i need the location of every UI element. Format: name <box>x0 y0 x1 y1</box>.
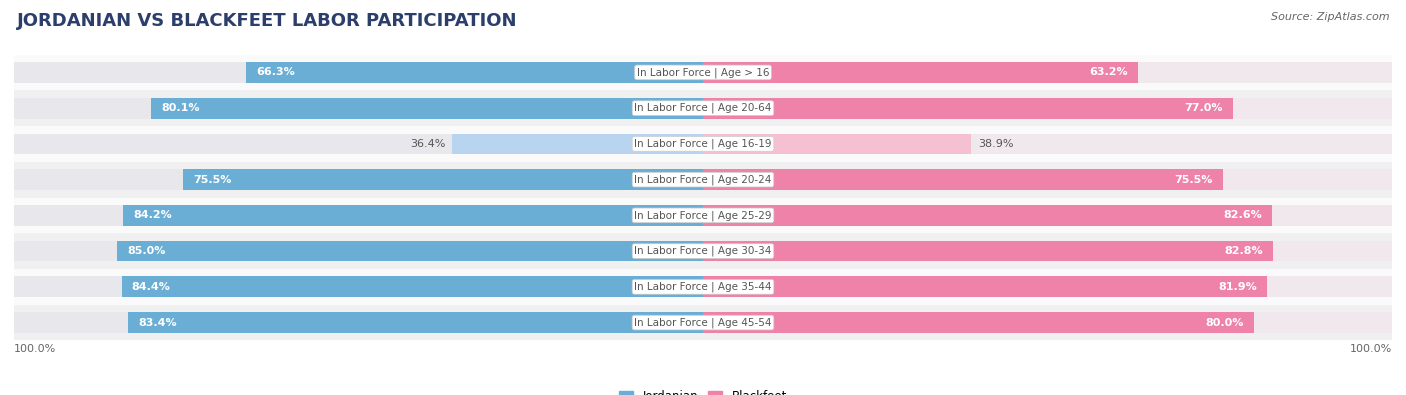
Bar <box>14 205 703 226</box>
Bar <box>14 134 703 154</box>
Text: 83.4%: 83.4% <box>139 318 177 327</box>
Text: 66.3%: 66.3% <box>256 68 295 77</box>
Text: 36.4%: 36.4% <box>411 139 446 149</box>
Text: 100.0%: 100.0% <box>1350 344 1392 354</box>
Bar <box>14 98 703 118</box>
Bar <box>183 169 703 190</box>
Text: 63.2%: 63.2% <box>1090 68 1128 77</box>
Bar <box>14 198 1392 233</box>
Text: 84.4%: 84.4% <box>132 282 170 292</box>
Bar <box>14 269 1392 305</box>
Bar <box>703 169 1392 190</box>
Bar <box>703 276 1392 297</box>
Bar <box>152 98 703 118</box>
Text: In Labor Force | Age 30-34: In Labor Force | Age 30-34 <box>634 246 772 256</box>
Bar <box>14 62 703 83</box>
Bar <box>703 98 1392 118</box>
Text: 85.0%: 85.0% <box>128 246 166 256</box>
Bar <box>703 276 1267 297</box>
Bar <box>703 205 1272 226</box>
Bar <box>703 134 972 154</box>
Text: 100.0%: 100.0% <box>14 344 56 354</box>
Bar <box>14 90 1392 126</box>
Bar <box>703 169 1223 190</box>
Bar <box>703 312 1254 333</box>
Text: 38.9%: 38.9% <box>979 139 1014 149</box>
Bar <box>14 276 703 297</box>
Bar <box>14 312 703 333</box>
Bar <box>14 305 1392 340</box>
Bar <box>117 241 703 261</box>
Bar <box>703 205 1392 226</box>
Bar <box>453 134 703 154</box>
Text: 77.0%: 77.0% <box>1185 103 1223 113</box>
Bar <box>14 233 1392 269</box>
Text: 75.5%: 75.5% <box>1174 175 1213 184</box>
Text: In Labor Force | Age > 16: In Labor Force | Age > 16 <box>637 67 769 78</box>
Bar <box>14 162 1392 198</box>
Bar <box>703 134 1392 154</box>
Bar <box>703 312 1392 333</box>
Bar <box>14 241 703 261</box>
Text: 80.1%: 80.1% <box>162 103 200 113</box>
Bar <box>246 62 703 83</box>
Text: In Labor Force | Age 16-19: In Labor Force | Age 16-19 <box>634 139 772 149</box>
Text: JORDANIAN VS BLACKFEET LABOR PARTICIPATION: JORDANIAN VS BLACKFEET LABOR PARTICIPATI… <box>17 12 517 30</box>
Bar <box>703 241 1274 261</box>
Legend: Jordanian, Blackfeet: Jordanian, Blackfeet <box>614 385 792 395</box>
Bar <box>128 312 703 333</box>
Text: 80.0%: 80.0% <box>1205 318 1244 327</box>
Bar <box>14 55 1392 90</box>
Text: In Labor Force | Age 25-29: In Labor Force | Age 25-29 <box>634 210 772 221</box>
Text: In Labor Force | Age 45-54: In Labor Force | Age 45-54 <box>634 317 772 328</box>
Text: 81.9%: 81.9% <box>1218 282 1257 292</box>
Text: In Labor Force | Age 20-24: In Labor Force | Age 20-24 <box>634 174 772 185</box>
Bar <box>14 126 1392 162</box>
Bar <box>122 205 703 226</box>
Bar <box>14 169 703 190</box>
Text: In Labor Force | Age 20-64: In Labor Force | Age 20-64 <box>634 103 772 113</box>
Bar <box>703 62 1392 83</box>
Bar <box>703 62 1139 83</box>
Bar <box>703 98 1233 118</box>
Text: Source: ZipAtlas.com: Source: ZipAtlas.com <box>1271 12 1389 22</box>
Text: 82.8%: 82.8% <box>1225 246 1263 256</box>
Text: 82.6%: 82.6% <box>1223 211 1261 220</box>
Bar <box>703 241 1392 261</box>
Text: 84.2%: 84.2% <box>134 211 172 220</box>
Text: In Labor Force | Age 35-44: In Labor Force | Age 35-44 <box>634 282 772 292</box>
Bar <box>121 276 703 297</box>
Text: 75.5%: 75.5% <box>193 175 232 184</box>
